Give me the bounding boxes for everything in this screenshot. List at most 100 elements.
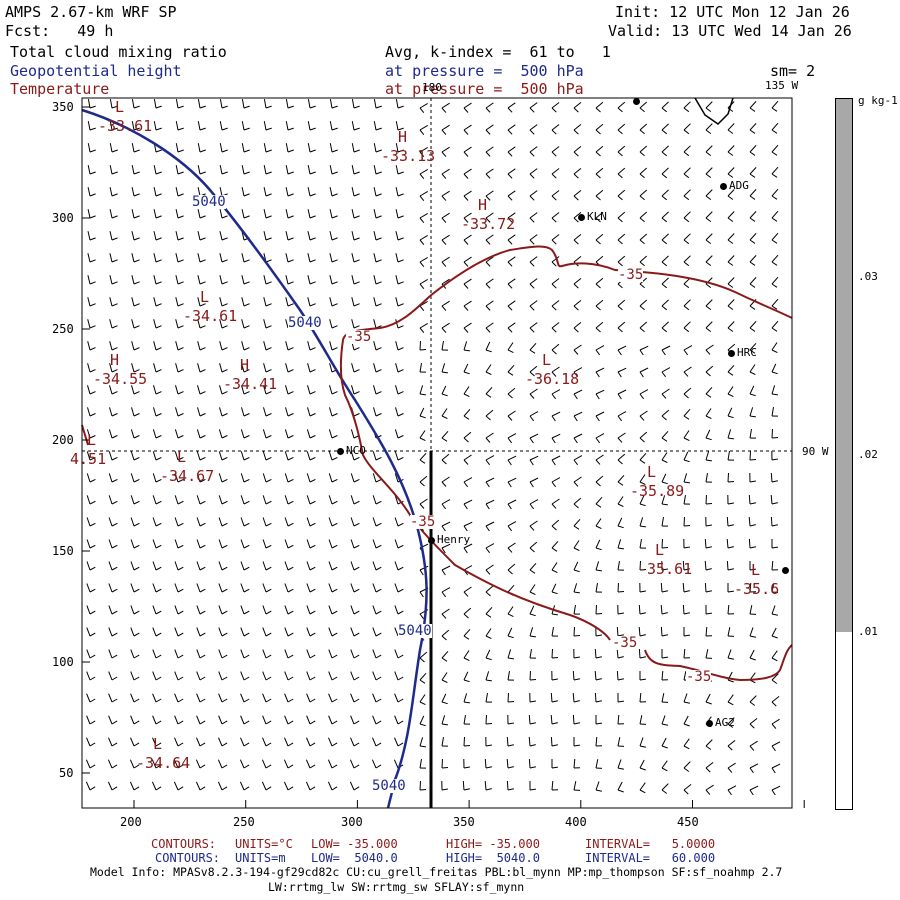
wind-barb-flag (243, 105, 250, 109)
wind-barb (196, 429, 201, 439)
wind-barb-flag (639, 217, 645, 223)
wind-barb-flag (309, 676, 316, 681)
wind-barb-flag (111, 786, 118, 791)
wind-barb-flag (89, 105, 96, 109)
wind-barb-flag (309, 456, 316, 461)
wind-barb-flag (683, 129, 690, 135)
wind-barb (507, 692, 509, 703)
wind-barb-flag (507, 744, 515, 747)
wind-barb-flag (749, 789, 754, 796)
wind-barb (130, 495, 135, 505)
wind-barb (372, 693, 377, 703)
wind-barb (328, 429, 333, 439)
wind-barb-flag (683, 590, 690, 593)
wind-barb-flag (331, 127, 338, 131)
wind-barb (639, 560, 641, 571)
wind-barb (507, 387, 516, 395)
wind-barb (284, 539, 289, 549)
wind-barb (131, 253, 135, 263)
wind-barb (284, 451, 289, 461)
wind-barb (705, 365, 714, 373)
wind-barb-flag (133, 720, 140, 725)
wind-barb-flag (529, 722, 537, 725)
wind-barb (131, 231, 135, 241)
wind-barb (261, 759, 267, 769)
wind-barb (219, 165, 223, 175)
wind-barb (661, 737, 667, 747)
wind-barb-flag (617, 481, 624, 486)
wind-barb-flag (485, 107, 491, 113)
wind-barb-flag (221, 325, 228, 329)
wind-barb-flag (133, 325, 140, 329)
wind-barb-flag (727, 502, 734, 505)
wind-barb (373, 407, 377, 417)
wind-barb (329, 165, 333, 175)
wind-barb (463, 190, 472, 197)
wind-barb-flag (89, 544, 96, 549)
wind-barb-flag (485, 613, 492, 618)
wind-barb-flag (617, 437, 623, 443)
wind-barb-flag (749, 195, 756, 200)
y-tick-label: 150 (52, 544, 74, 558)
wind-barb (441, 385, 447, 395)
wind-barb (174, 451, 179, 461)
wind-barb-flag (331, 698, 338, 703)
wind-barb (87, 319, 91, 329)
wind-barb-flag (771, 349, 778, 354)
wind-barb-flag (507, 569, 513, 575)
wind-barb (683, 516, 685, 527)
wind-barb-flag (639, 393, 644, 400)
wind-barb (395, 187, 399, 197)
station-label: ADG (729, 179, 749, 192)
wind-barb (328, 649, 333, 659)
wind-barb-flag (89, 764, 96, 769)
wind-barb-flag (749, 767, 754, 774)
wind-barb (485, 386, 493, 395)
wind-barb (529, 477, 539, 483)
low-marker: L (153, 735, 163, 753)
wind-barb (485, 606, 493, 615)
wind-barb-flag (133, 259, 140, 263)
wind-barb-flag (375, 478, 382, 483)
wind-barb (86, 495, 91, 505)
wind-barb (595, 345, 605, 351)
wind-barb-flag (485, 283, 491, 289)
wind-barb-flag (639, 173, 645, 179)
wind-barb-flag (705, 393, 712, 398)
wind-barb (441, 408, 448, 417)
wind-barb-flag (749, 261, 756, 266)
wind-barb-flag (243, 149, 250, 153)
wind-barb-flag (573, 635, 581, 637)
field-temp-title: Temperature (10, 80, 110, 98)
wind-barb (108, 473, 113, 483)
wind-barb-flag (595, 129, 601, 135)
wind-barb (573, 168, 582, 175)
wind-barb-flag (485, 744, 492, 747)
wind-barb (550, 736, 553, 747)
x-tick-label: 450 (677, 815, 699, 829)
wind-barb (485, 102, 494, 109)
wind-barb (749, 255, 757, 263)
extremum-value: -33.13 (381, 147, 436, 165)
field-temp-info: at pressure = 500 hPa (385, 80, 584, 98)
wind-barb-flag (573, 217, 579, 223)
wind-barb-flag (595, 327, 601, 333)
wind-barb (507, 410, 516, 417)
wind-barb (306, 715, 311, 725)
wind-barb (683, 101, 691, 109)
wind-barb (683, 671, 687, 681)
wind-barb (218, 649, 223, 659)
wind-barb-flag (287, 786, 294, 791)
wind-barb (551, 366, 560, 373)
wind-barb (573, 626, 575, 637)
wind-barb (109, 187, 113, 197)
wind-barb-flag (419, 327, 425, 334)
wind-barb-flag (353, 588, 360, 593)
wind-barb (197, 143, 201, 153)
wind-barb (219, 341, 223, 351)
wind-barb (770, 472, 773, 483)
wind-barb-flag (529, 261, 535, 267)
wind-barb (727, 145, 735, 153)
wind-barb-flag (617, 656, 624, 659)
wind-barb-flag (397, 676, 404, 681)
